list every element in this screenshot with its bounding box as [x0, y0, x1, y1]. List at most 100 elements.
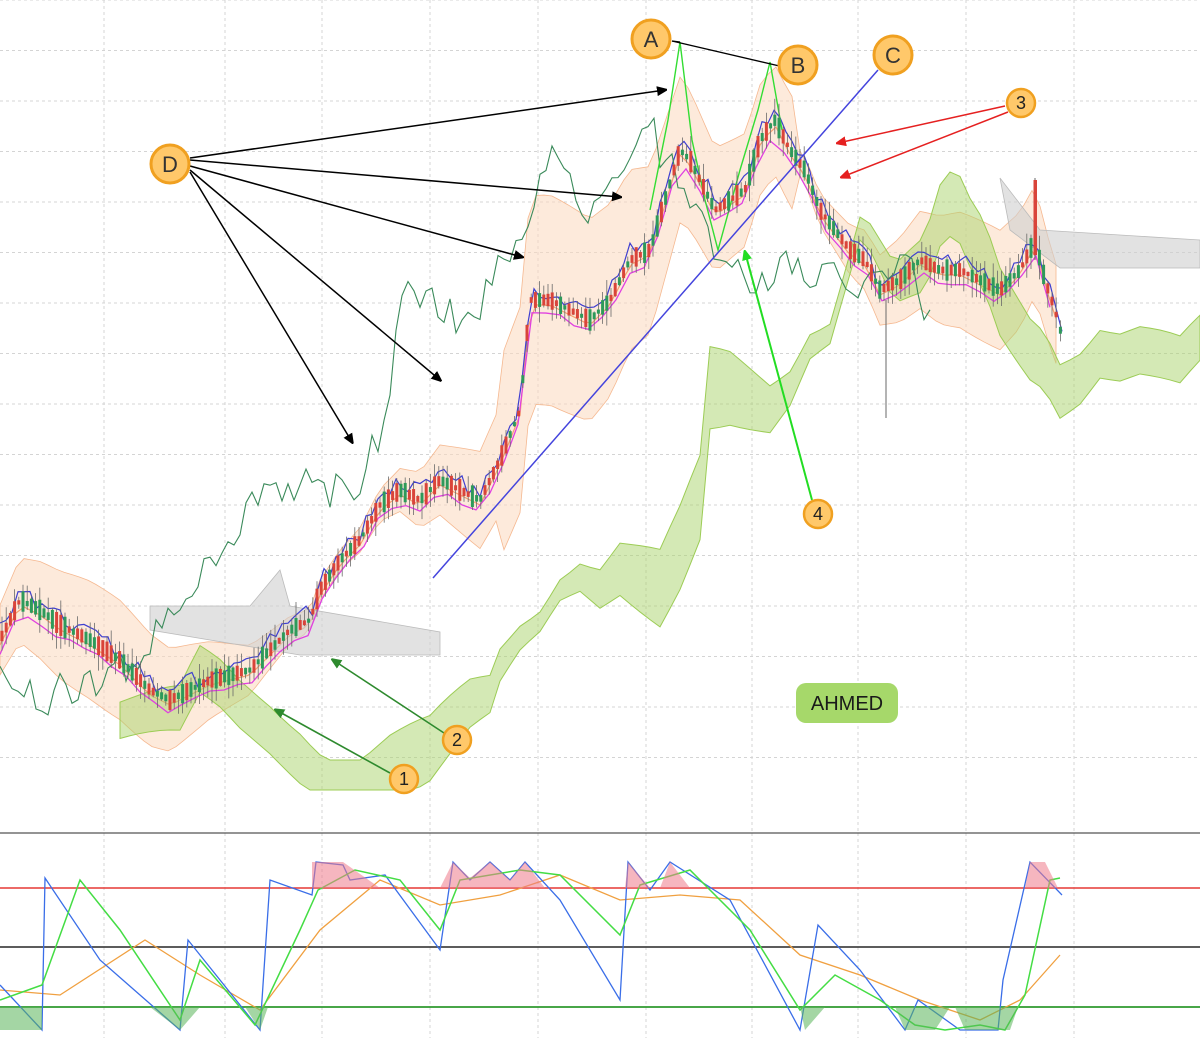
candle-body: [391, 491, 395, 500]
candle-body: [42, 608, 46, 618]
candle-body: [269, 642, 273, 656]
candle-body: [601, 300, 605, 315]
candle-body: [819, 202, 823, 220]
candle-body: [349, 542, 353, 556]
candle-body: [853, 243, 857, 263]
candle-body: [386, 489, 390, 508]
candle-body: [185, 682, 189, 701]
candle-body: [223, 670, 227, 683]
candle-body: [239, 668, 243, 677]
marker-d: D: [149, 143, 191, 185]
candle-body: [197, 678, 201, 693]
candle-body: [407, 489, 411, 500]
candle-body: [966, 271, 970, 277]
candle-body: [806, 174, 810, 184]
candle-body: [580, 313, 584, 318]
candle-body: [554, 300, 558, 307]
candle-body: [462, 488, 466, 496]
candle-body: [970, 269, 974, 283]
candle-body: [861, 251, 865, 267]
candle-body: [932, 261, 936, 273]
candle-body: [273, 640, 277, 650]
svg-text:D: D: [162, 152, 178, 177]
candle-body: [584, 308, 588, 328]
candle-body: [911, 262, 915, 271]
candle-body: [302, 620, 306, 626]
candle-body: [836, 229, 840, 239]
candle-body: [1008, 273, 1012, 287]
candle-body: [382, 491, 386, 513]
candle-body: [458, 479, 462, 501]
candle-body: [1016, 265, 1020, 279]
candle-body: [714, 206, 718, 213]
candle-body: [974, 273, 978, 283]
candle-body: [277, 637, 281, 644]
candle-body: [92, 637, 96, 649]
ahmed-tag: AHMED: [796, 683, 898, 723]
candle-body: [29, 598, 33, 613]
candle-body: [907, 262, 911, 280]
candle-body: [353, 536, 357, 555]
candle-body: [55, 611, 59, 633]
candle-body: [244, 667, 248, 675]
candle-body: [596, 309, 600, 314]
candle-body: [227, 665, 231, 685]
candle-body: [995, 283, 999, 294]
candle-body: [88, 633, 92, 647]
candle-body: [4, 622, 8, 633]
candle-body: [706, 191, 710, 199]
candle-body: [1000, 281, 1004, 296]
candle-body: [496, 460, 500, 470]
candle-body: [752, 149, 756, 172]
candle-body: [760, 133, 764, 142]
candle-body: [815, 196, 819, 206]
candle-body: [865, 261, 869, 267]
candle-body: [370, 515, 374, 524]
candle-body: [643, 242, 647, 263]
candle-body: [924, 255, 928, 271]
candle-body: [1025, 249, 1029, 264]
candle-body: [1054, 311, 1058, 318]
candle-body: [218, 668, 222, 686]
candle-body: [941, 266, 945, 274]
candle-body: [722, 198, 726, 210]
candle-body: [147, 683, 151, 695]
candle-body: [790, 147, 794, 158]
candle-body: [529, 297, 533, 303]
candle-body: [491, 467, 495, 480]
candle-body: [832, 221, 836, 236]
candle-body: [139, 674, 143, 687]
candle-body: [823, 214, 827, 220]
candle-body: [504, 436, 508, 454]
candle-body: [155, 690, 159, 697]
svg-text:A: A: [644, 27, 659, 52]
candle-body: [315, 588, 319, 610]
candle-body: [634, 247, 638, 267]
marker-1: 1: [388, 763, 420, 795]
marker-c: C: [872, 34, 914, 76]
candle-body: [265, 648, 269, 659]
candle-body: [311, 608, 315, 615]
candle-body: [437, 476, 441, 487]
candle-body: [71, 628, 75, 635]
candle-body: [638, 251, 642, 258]
arrows-from-1-2: [276, 660, 445, 774]
candle-body: [680, 149, 684, 156]
candle-body: [8, 612, 12, 626]
svg-text:2: 2: [452, 730, 462, 750]
candle-body: [508, 431, 512, 438]
candle-body: [76, 628, 80, 640]
candle-body: [361, 532, 365, 537]
svg-text:AHMED: AHMED: [811, 693, 883, 715]
candle-body: [739, 188, 743, 197]
tenkan-line: [0, 109, 1063, 693]
candle-body: [340, 553, 344, 563]
candle-body: [542, 294, 546, 306]
candle-body: [189, 682, 193, 697]
candle-body: [202, 679, 206, 688]
svg-text:C: C: [885, 43, 901, 68]
candle-body: [882, 283, 886, 293]
candle-body: [17, 600, 21, 605]
candle-body: [420, 492, 424, 504]
svg-text:B: B: [791, 53, 806, 78]
